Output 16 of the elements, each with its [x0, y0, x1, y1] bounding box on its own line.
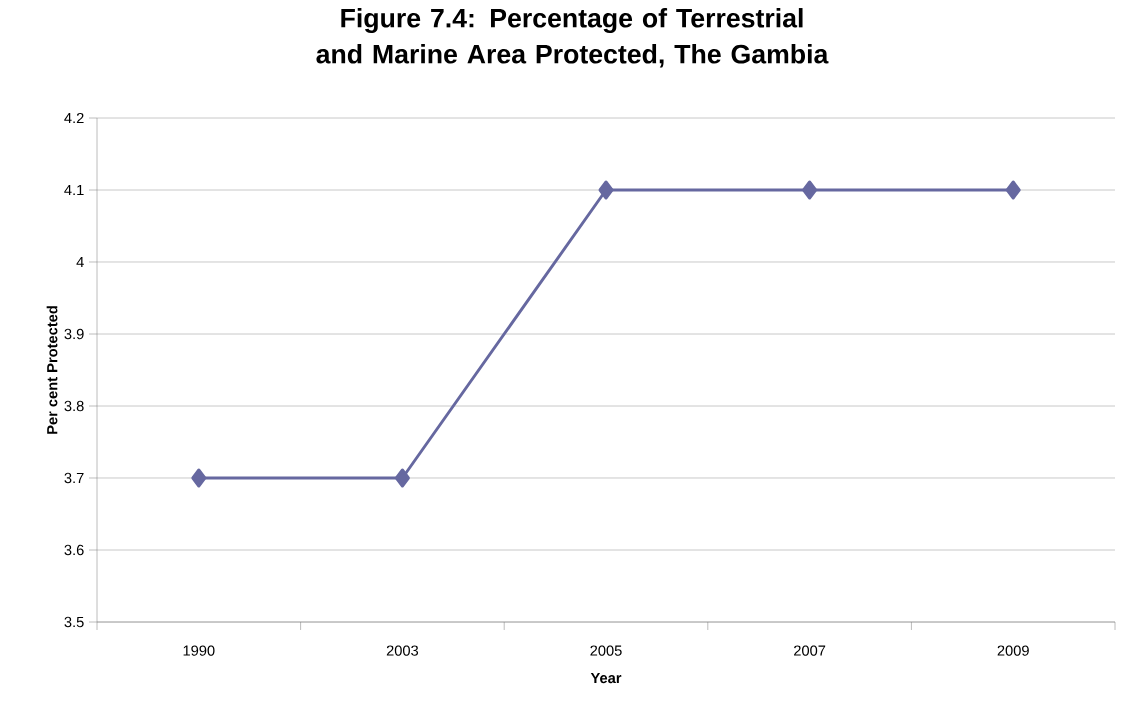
x-tick-label: 2009	[997, 645, 1029, 656]
y-tick-label: 3.5	[64, 616, 84, 628]
chart-title: Figure 7.4: Percentage of Terrestrial and Marine Area Protected, The Gambia	[316, 8, 829, 68]
y-tick-label: 3.8	[64, 400, 84, 412]
x-tick-label: 2005	[590, 645, 622, 656]
y-tick-label: 3.6	[64, 544, 84, 556]
y-tick-label: 3.9	[64, 328, 84, 340]
y-axis-title: Per cent Protected	[46, 306, 58, 434]
y-tick-label: 3.7	[64, 472, 84, 484]
y-tick-label: 4	[76, 256, 84, 268]
x-tick-label: 2003	[386, 645, 419, 656]
x-axis-title: Year	[590, 672, 622, 684]
y-tick-label: 4.2	[64, 112, 84, 124]
x-tick-label: 1990	[183, 645, 215, 656]
y-tick-label: 4.1	[64, 184, 84, 196]
x-tick-label: 2007	[794, 645, 826, 656]
